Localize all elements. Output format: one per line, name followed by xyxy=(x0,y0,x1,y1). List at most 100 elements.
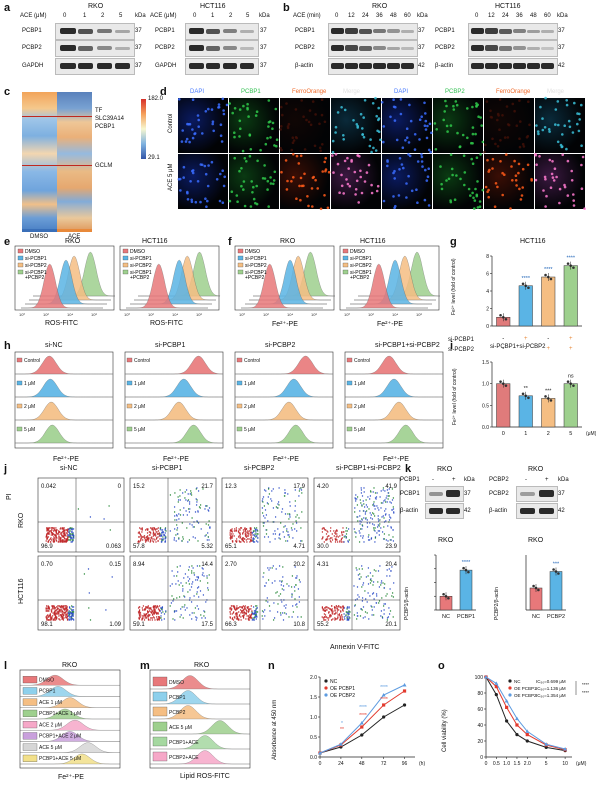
cell-dot xyxy=(363,180,367,183)
event-dot xyxy=(179,489,181,491)
event-dot xyxy=(199,580,201,582)
cell-dot xyxy=(565,103,569,107)
event-dot xyxy=(51,534,54,536)
cell-dot xyxy=(190,198,193,202)
event-dot xyxy=(262,618,264,620)
event-dot xyxy=(369,582,372,584)
legend-swatch xyxy=(16,357,23,363)
event-dot xyxy=(207,509,209,511)
event-dot xyxy=(176,533,179,535)
cell-dot xyxy=(545,194,548,198)
event-dot xyxy=(58,605,60,607)
y-tick-label: 0.0 xyxy=(310,755,317,761)
mw-label: 37 xyxy=(558,28,565,34)
event-dot xyxy=(369,522,371,524)
legend-label: si-PCBP1 xyxy=(25,270,47,276)
histogram-peak xyxy=(15,378,113,398)
event-dot xyxy=(172,600,174,602)
x-tick-label: NC xyxy=(532,614,540,620)
event-dot xyxy=(66,533,68,535)
event-dot xyxy=(362,500,364,502)
event-dot xyxy=(328,612,330,614)
cell-dot xyxy=(518,187,521,191)
event-dot xyxy=(142,539,144,541)
cell-dot xyxy=(314,178,317,182)
event-dot xyxy=(374,537,377,539)
data-point xyxy=(360,725,364,729)
event-dot xyxy=(65,535,67,537)
legend-swatch xyxy=(152,691,168,702)
legend-swatch xyxy=(152,676,168,687)
event-dot xyxy=(357,520,359,522)
event-dot xyxy=(255,535,258,537)
event-dot xyxy=(255,531,257,533)
event-dot xyxy=(147,540,149,542)
condition-mark: + xyxy=(569,346,573,352)
y-tick-label: 1.5 xyxy=(482,360,489,366)
cell-dot xyxy=(475,194,479,198)
event-dot xyxy=(183,606,185,608)
event-dot xyxy=(273,617,276,619)
event-dot xyxy=(290,527,293,529)
event-dot xyxy=(242,529,245,531)
data-point xyxy=(402,689,407,693)
event-dot xyxy=(261,507,264,509)
event-dot xyxy=(48,531,50,533)
event-dot xyxy=(231,613,233,615)
event-dot xyxy=(66,611,68,613)
histogram-peak xyxy=(235,424,333,444)
event-dot xyxy=(239,609,242,611)
event-dot xyxy=(64,616,67,618)
cell-dot xyxy=(463,171,467,174)
cell-dot xyxy=(180,140,184,143)
event-dot xyxy=(253,619,255,621)
event-dot xyxy=(358,541,361,543)
event-dot xyxy=(377,507,379,509)
event-dot xyxy=(274,516,277,518)
cell-dot xyxy=(300,184,304,188)
cell-dot xyxy=(356,126,359,129)
cell-dot xyxy=(515,124,519,127)
event-dot xyxy=(282,566,284,568)
event-dot xyxy=(268,493,271,495)
dose: 5 xyxy=(246,13,250,19)
event-dot xyxy=(196,593,198,595)
event-dot xyxy=(61,605,63,607)
event-dot xyxy=(384,603,387,605)
event-dot xyxy=(325,539,327,541)
x-axis-label: Annexin V-FITC xyxy=(330,644,380,651)
event-dot xyxy=(385,497,387,499)
scatter-title: si-PCBP1+si-PCBP2 xyxy=(336,465,401,472)
event-dot xyxy=(374,527,376,529)
cell-dot xyxy=(377,117,381,120)
event-dot xyxy=(326,539,328,541)
blot-pcbp2 xyxy=(516,486,558,502)
cell-dot xyxy=(480,124,483,127)
y-tick-label: 4 xyxy=(486,289,489,295)
cell-dot xyxy=(469,194,472,197)
plot-frame xyxy=(234,351,334,449)
event-dot xyxy=(368,534,370,536)
data-point xyxy=(527,396,530,400)
event-dot xyxy=(380,610,383,612)
event-dot xyxy=(191,565,193,567)
event-dot xyxy=(277,507,279,509)
event-dot xyxy=(282,576,284,578)
tick-label: 10⁴ xyxy=(172,312,178,317)
significance: ** xyxy=(340,727,344,733)
event-dot xyxy=(373,515,376,517)
event-dot xyxy=(174,610,176,612)
cell-dot xyxy=(221,169,224,172)
cell-dot xyxy=(220,140,224,143)
event-dot xyxy=(191,517,193,519)
event-dot xyxy=(380,580,383,582)
event-dot xyxy=(46,615,48,617)
event-dot xyxy=(247,608,250,610)
event-dot xyxy=(358,596,360,598)
cell-dot xyxy=(311,176,315,180)
event-dot xyxy=(380,582,382,584)
event-dot xyxy=(207,587,209,589)
event-dot xyxy=(242,539,244,541)
event-dot xyxy=(68,607,71,609)
cell-dot xyxy=(443,110,446,113)
